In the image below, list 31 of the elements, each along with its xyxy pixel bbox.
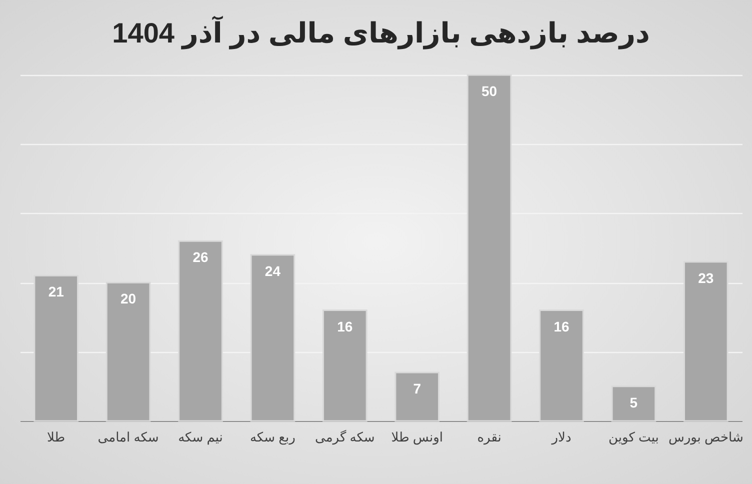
x-tick-label: بیت کوین	[608, 430, 659, 446]
data-label: 16	[554, 318, 570, 334]
data-label: 23	[698, 270, 714, 286]
bar	[178, 240, 223, 422]
x-tick-label: دلار	[550, 430, 572, 446]
x-tick-label: شاخص بورس	[668, 430, 744, 446]
chart-title: درصد بازدهی بازارهای مالی در آذر 1404	[112, 15, 650, 50]
x-tick-label: سکه امامی	[98, 430, 159, 444]
data-label: 16	[337, 318, 353, 334]
data-label: 24	[264, 262, 281, 279]
x-tick-label: ربع سکه	[250, 430, 296, 446]
x-tick-label: سکه گرمی	[314, 430, 375, 446]
data-label: 7	[413, 380, 422, 397]
bar	[322, 310, 368, 422]
bar	[34, 274, 79, 422]
bar	[611, 386, 656, 422]
data-label: 5	[630, 394, 638, 410]
bar	[539, 310, 584, 422]
data-label: 26	[192, 249, 208, 266]
x-tick-label: نیم سکه	[178, 430, 223, 446]
data-label: 20	[120, 290, 136, 307]
bar	[683, 261, 728, 422]
bar	[466, 74, 512, 422]
x-tick-label: اونس طلا	[391, 430, 443, 446]
data-label: 50	[482, 83, 498, 99]
bar	[106, 282, 151, 422]
data-label: 21	[48, 284, 64, 300]
bar	[250, 254, 296, 422]
x-tick-label: نقره	[477, 430, 502, 446]
x-tick-label: طلا	[47, 430, 66, 444]
bar	[394, 372, 440, 422]
